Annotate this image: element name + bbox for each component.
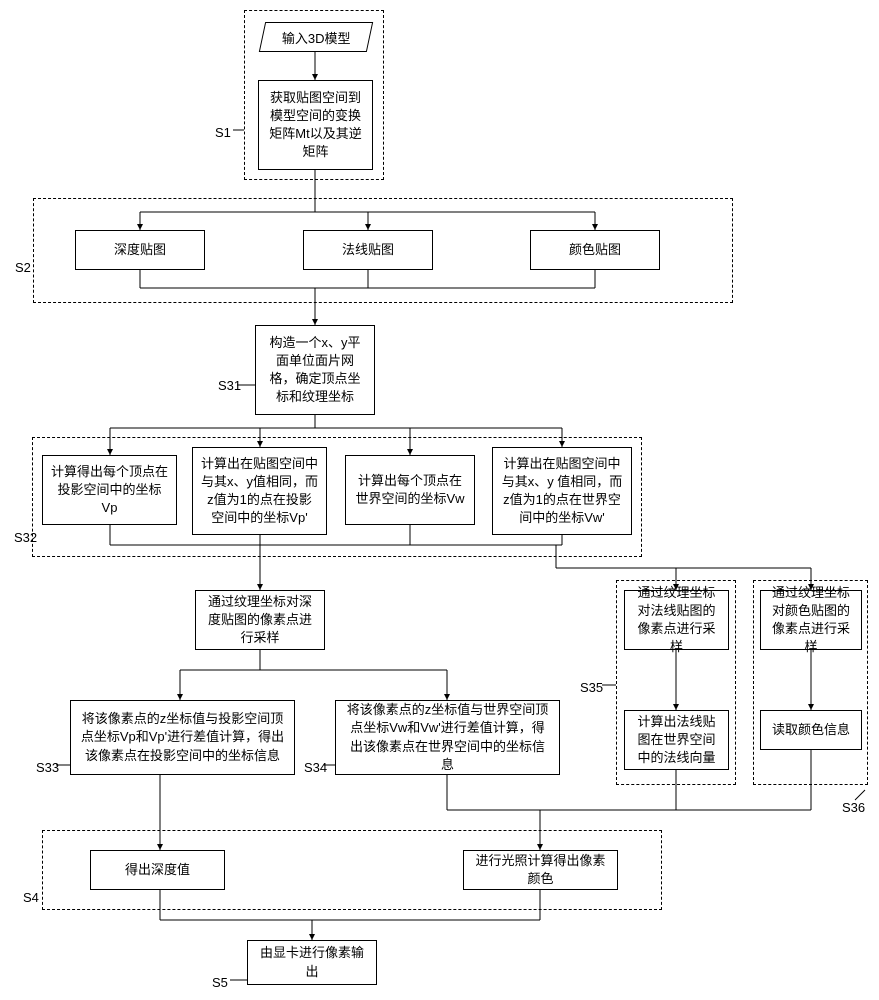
node-text-n5: 颜色贴图 <box>569 241 621 259</box>
label-s33: S33 <box>36 760 59 775</box>
node-text-n16: 计算出法线贴图在世界空间中的法线向量 <box>633 713 720 768</box>
node-interp-proj: 将该像素点的z坐标值与投影空间顶点坐标Vp和Vp'进行差值计算，得出该像素点在投… <box>70 700 295 775</box>
node-color-map: 颜色贴图 <box>530 230 660 270</box>
node-text-n10: 计算出在贴图空间中与其x、y 值相同，而z值为1的点在世界空间中的坐标Vw' <box>501 455 623 528</box>
node-text-n17: 读取颜色信息 <box>772 721 850 739</box>
node-input-3d: 输入3D模型 <box>259 22 373 52</box>
node-calc-normal: 计算出法线贴图在世界空间中的法线向量 <box>624 710 729 770</box>
node-text-n12: 通过纹理坐标对法线贴图的像素点进行采样 <box>633 584 720 657</box>
node-text-n14: 将该像素点的z坐标值与投影空间顶点坐标Vp和Vp'进行差值计算，得出该像素点在投… <box>79 710 286 765</box>
label-s36: S36 <box>842 800 865 815</box>
node-vw-prime: 计算出在贴图空间中与其x、y 值相同，而z值为1的点在世界空间中的坐标Vw' <box>492 447 632 535</box>
node-sample-color: 通过纹理坐标对颜色贴图的像素点进行采样 <box>760 590 862 650</box>
node-text-n9: 计算出每个顶点在世界空间的坐标Vw <box>354 472 466 508</box>
node-text-n13: 通过纹理坐标对颜色贴图的像素点进行采样 <box>769 584 853 657</box>
node-read-color: 读取颜色信息 <box>760 710 862 750</box>
node-text-n4: 法线贴图 <box>342 241 394 259</box>
node-text-n19: 进行光照计算得出像素颜色 <box>472 852 609 888</box>
node-depth-map: 深度贴图 <box>75 230 205 270</box>
node-text-n6: 构造一个x、y平面单位面片网格，确定顶点坐标和纹理坐标 <box>264 334 366 407</box>
label-s1: S1 <box>215 125 231 140</box>
node-text-n20: 由显卡进行像素输出 <box>256 944 368 980</box>
label-s2: S2 <box>15 260 31 275</box>
node-sample-depth: 通过纹理坐标对深度贴图的像素点进行采样 <box>195 590 325 650</box>
node-vw: 计算出每个顶点在世界空间的坐标Vw <box>345 455 475 525</box>
node-text-n11: 通过纹理坐标对深度贴图的像素点进行采样 <box>204 593 316 648</box>
label-s35: S35 <box>580 680 603 695</box>
label-s5: S5 <box>212 975 228 990</box>
node-sample-normal: 通过纹理坐标对法线贴图的像素点进行采样 <box>624 590 729 650</box>
node-text-n2: 获取贴图空间到模型空间的变换矩阵Mt以及其逆矩阵 <box>267 89 364 162</box>
node-depth-value: 得出深度值 <box>90 850 225 890</box>
label-s31: S31 <box>218 378 241 393</box>
label-s4: S4 <box>23 890 39 905</box>
node-text-n8: 计算出在贴图空间中与其x、y值相同，而z值为1的点在投影空间中的坐标Vp' <box>201 455 318 528</box>
node-lighting: 进行光照计算得出像素颜色 <box>463 850 618 890</box>
node-construct-mesh: 构造一个x、y平面单位面片网格，确定顶点坐标和纹理坐标 <box>255 325 375 415</box>
node-text-n1: 输入3D模型 <box>282 28 351 47</box>
node-vp-prime: 计算出在贴图空间中与其x、y值相同，而z值为1的点在投影空间中的坐标Vp' <box>192 447 327 535</box>
node-text-n3: 深度贴图 <box>114 241 166 259</box>
label-s32: S32 <box>14 530 37 545</box>
node-text-n15: 将该像素点的z坐标值与世界空间顶点坐标Vw和Vw'进行差值计算，得出该像素点在世… <box>344 701 551 774</box>
node-gpu-output: 由显卡进行像素输出 <box>247 940 377 985</box>
node-text-n18: 得出深度值 <box>125 861 190 879</box>
node-vp: 计算得出每个顶点在投影空间中的坐标Vp <box>42 455 177 525</box>
node-text-n7: 计算得出每个顶点在投影空间中的坐标Vp <box>51 463 168 518</box>
node-transform-matrix: 获取贴图空间到模型空间的变换矩阵Mt以及其逆矩阵 <box>258 80 373 170</box>
label-s34: S34 <box>304 760 327 775</box>
node-interp-world: 将该像素点的z坐标值与世界空间顶点坐标Vw和Vw'进行差值计算，得出该像素点在世… <box>335 700 560 775</box>
node-normal-map: 法线贴图 <box>303 230 433 270</box>
